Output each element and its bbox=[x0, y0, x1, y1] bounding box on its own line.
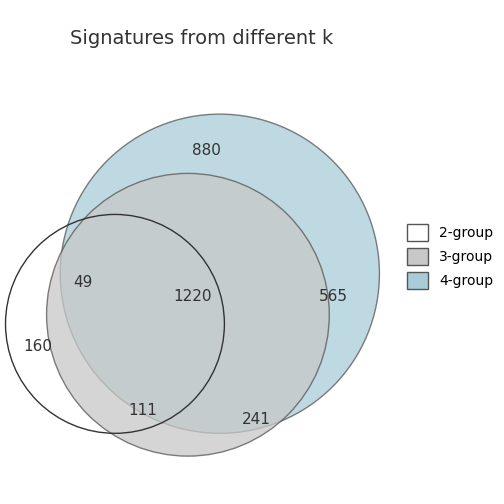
Text: 49: 49 bbox=[74, 275, 93, 290]
Title: Signatures from different k: Signatures from different k bbox=[70, 29, 333, 48]
Text: 565: 565 bbox=[320, 289, 348, 304]
Text: 160: 160 bbox=[23, 339, 52, 354]
Legend: 2-group, 3-group, 4-group: 2-group, 3-group, 4-group bbox=[400, 217, 500, 295]
Text: 1220: 1220 bbox=[173, 289, 212, 304]
Text: 111: 111 bbox=[128, 403, 157, 418]
Circle shape bbox=[60, 114, 380, 433]
Text: 880: 880 bbox=[192, 143, 221, 158]
Text: 241: 241 bbox=[242, 412, 271, 427]
Circle shape bbox=[46, 173, 329, 456]
